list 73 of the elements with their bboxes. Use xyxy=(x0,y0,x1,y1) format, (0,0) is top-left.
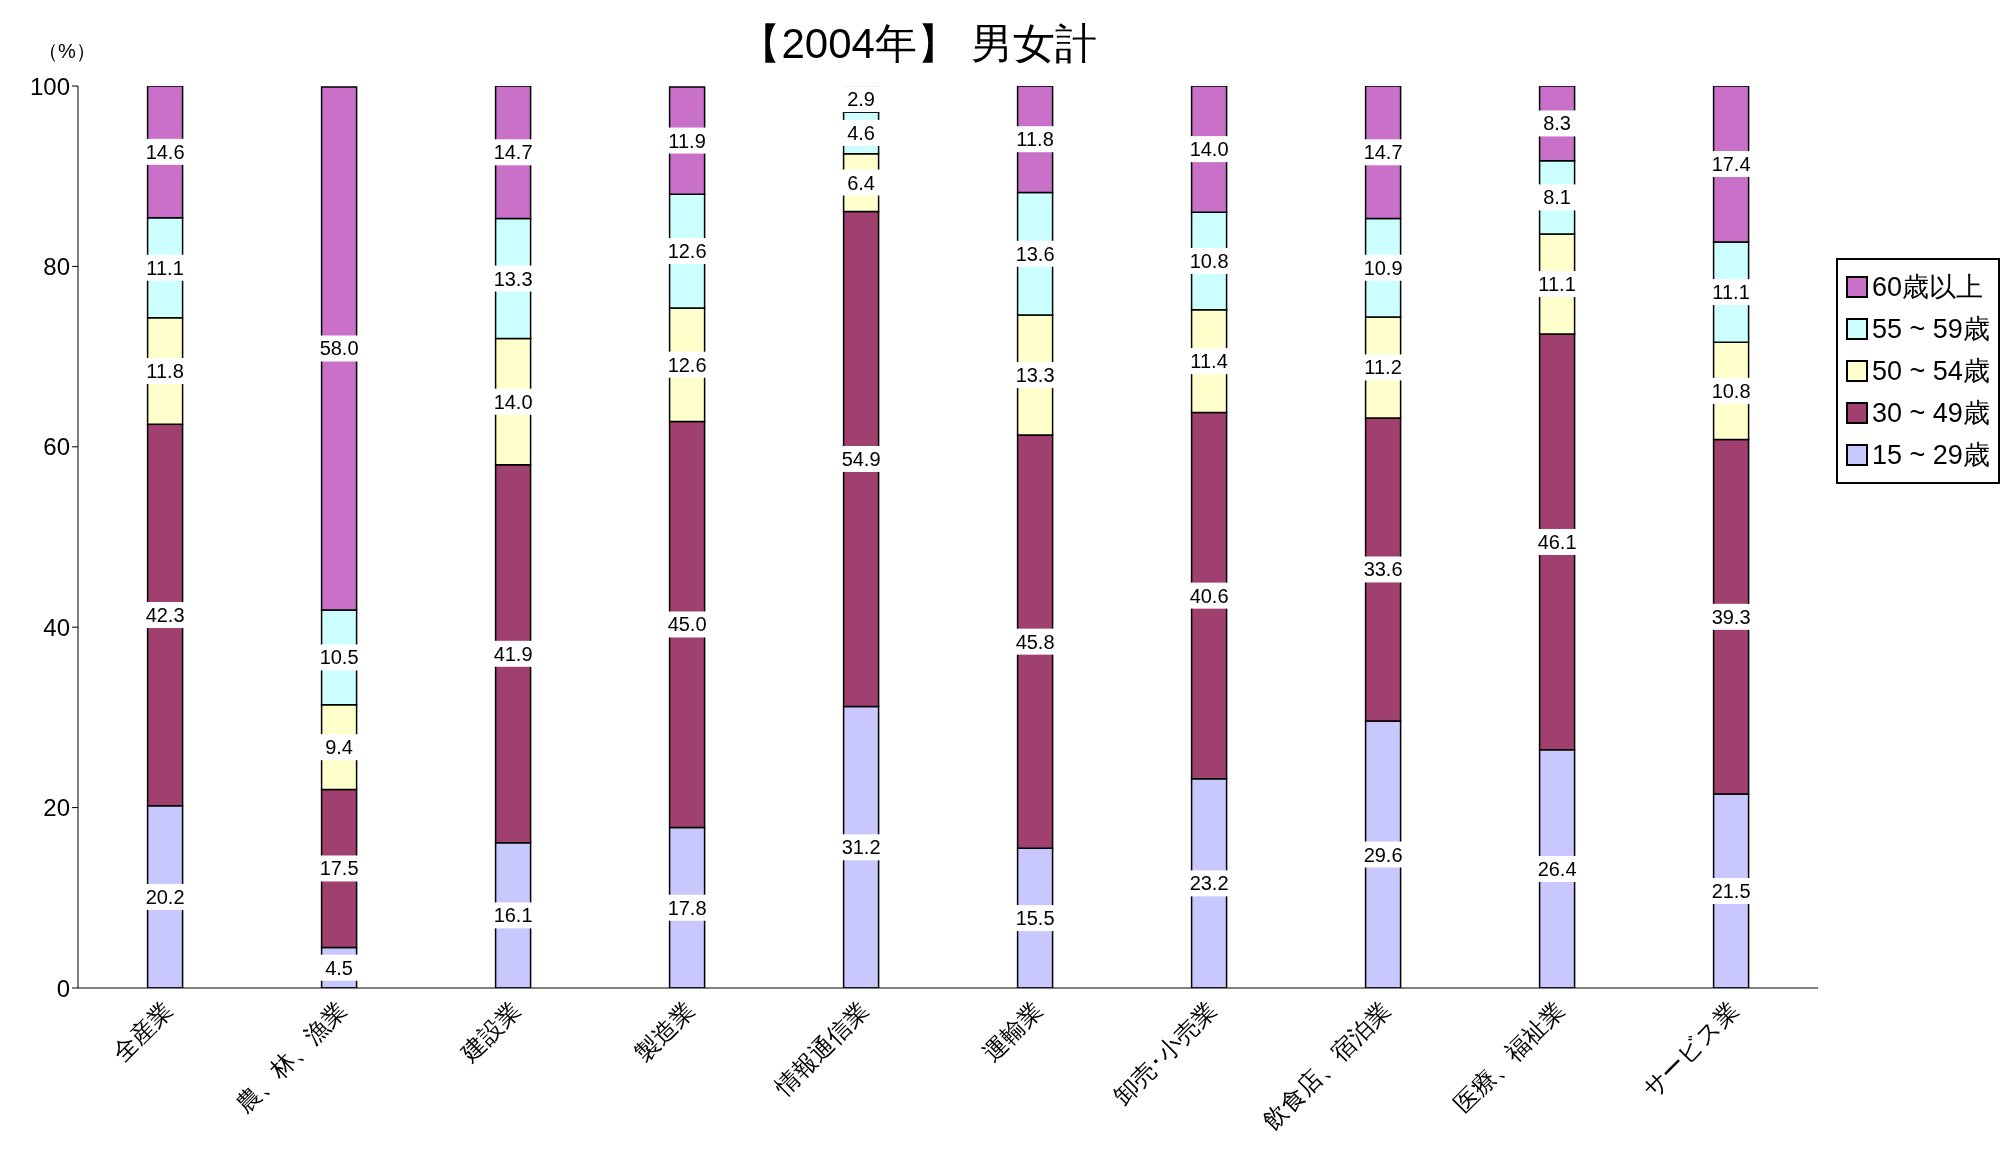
data-label: 58.0 xyxy=(319,337,359,360)
y-tick-label: 80 xyxy=(43,252,70,280)
legend-label: 60歳以上 xyxy=(1872,271,1984,304)
data-label: 8.3 xyxy=(1543,112,1572,135)
y-tick-label: 100 xyxy=(29,72,70,100)
x-tick-label: 建設業 xyxy=(454,996,526,1068)
data-label: 14.6 xyxy=(145,140,185,163)
data-label: 13.6 xyxy=(1015,242,1055,265)
data-label: 14.7 xyxy=(493,141,533,164)
data-label: 11.4 xyxy=(1190,350,1228,373)
data-label: 39.3 xyxy=(1711,605,1751,628)
data-label: 12.6 xyxy=(667,240,707,263)
x-tick-label: 製造業 xyxy=(629,996,700,1067)
data-label: 11.1 xyxy=(1538,272,1576,295)
data-label: 54.9 xyxy=(841,447,881,470)
data-label: 10.8 xyxy=(1189,249,1229,272)
data-label: 12.6 xyxy=(667,353,707,376)
x-tick-label: 飲食店、宿泊業 xyxy=(1257,996,1396,1135)
data-label: 41.9 xyxy=(493,642,533,665)
data-label: 31.2 xyxy=(841,836,881,859)
x-tick-label: 情報通信業 xyxy=(768,996,874,1102)
data-label: 10.8 xyxy=(1711,379,1751,402)
data-label: 16.1 xyxy=(493,904,533,927)
data-label: 4.5 xyxy=(325,956,354,979)
data-label: 14.7 xyxy=(1363,141,1403,164)
data-label: 4.6 xyxy=(847,121,876,144)
legend-label: 30 ~ 49歳 xyxy=(1872,397,1990,430)
data-label: 29.6 xyxy=(1363,843,1403,866)
data-label: 11.2 xyxy=(1364,356,1402,379)
x-tick-label: 運輸業 xyxy=(977,996,1048,1067)
y-tick-label: 60 xyxy=(43,433,70,461)
data-label: 9.4 xyxy=(325,736,354,759)
data-label: 33.6 xyxy=(1363,558,1403,581)
data-label: 45.0 xyxy=(667,613,707,636)
data-label: 13.3 xyxy=(493,267,533,290)
y-tick-label: 0 xyxy=(56,974,70,1002)
data-label: 11.8 xyxy=(146,360,184,383)
x-tick-label: 医療、福祉業 xyxy=(1448,996,1570,1118)
x-tick-label: 全産業 xyxy=(107,996,178,1067)
data-label: 40.6 xyxy=(1189,584,1229,607)
data-label: 17.5 xyxy=(319,857,359,880)
data-label: 11.8 xyxy=(1016,128,1054,151)
data-label: 21.5 xyxy=(1711,880,1751,903)
x-tick-label: サービス業 xyxy=(1636,996,1744,1103)
data-label: 42.3 xyxy=(145,604,185,627)
data-label: 26.4 xyxy=(1537,857,1577,880)
data-label: 14.0 xyxy=(1189,138,1229,161)
data-label: 45.8 xyxy=(1015,630,1055,653)
legend-label: 50 ~ 54歳 xyxy=(1872,355,1990,388)
data-label: 15.5 xyxy=(1015,907,1055,930)
data-label: 11.9 xyxy=(668,129,706,152)
y-tick-label: 20 xyxy=(43,794,70,822)
data-label: 14.0 xyxy=(493,390,533,413)
chart-title: 【2004年】 男女計 xyxy=(739,20,1097,67)
data-label: 46.1 xyxy=(1537,530,1577,553)
y-tick-label: 40 xyxy=(43,613,70,641)
data-label: 8.1 xyxy=(1543,186,1572,209)
x-tick-label: 農、林、漁業 xyxy=(230,996,352,1118)
legend-label: 55 ~ 59歳 xyxy=(1872,313,1990,346)
data-label: 17.4 xyxy=(1711,153,1751,176)
data-label: 13.3 xyxy=(1015,364,1055,387)
data-label: 20.2 xyxy=(145,885,185,908)
y-axis-title: （%） xyxy=(38,39,96,64)
data-label: 23.2 xyxy=(1189,872,1229,895)
data-label: 6.4 xyxy=(847,171,876,194)
data-label: 11.1 xyxy=(146,256,184,279)
x-tick-label: 卸売･小売業 xyxy=(1108,996,1222,1110)
data-label: 10.5 xyxy=(319,646,359,669)
data-label: 17.8 xyxy=(667,896,707,919)
data-label: 10.9 xyxy=(1363,256,1403,279)
legend-label: 15 ~ 29歳 xyxy=(1872,439,1990,472)
data-label: 2.9 xyxy=(847,88,876,111)
data-label: 11.1 xyxy=(1712,281,1750,304)
